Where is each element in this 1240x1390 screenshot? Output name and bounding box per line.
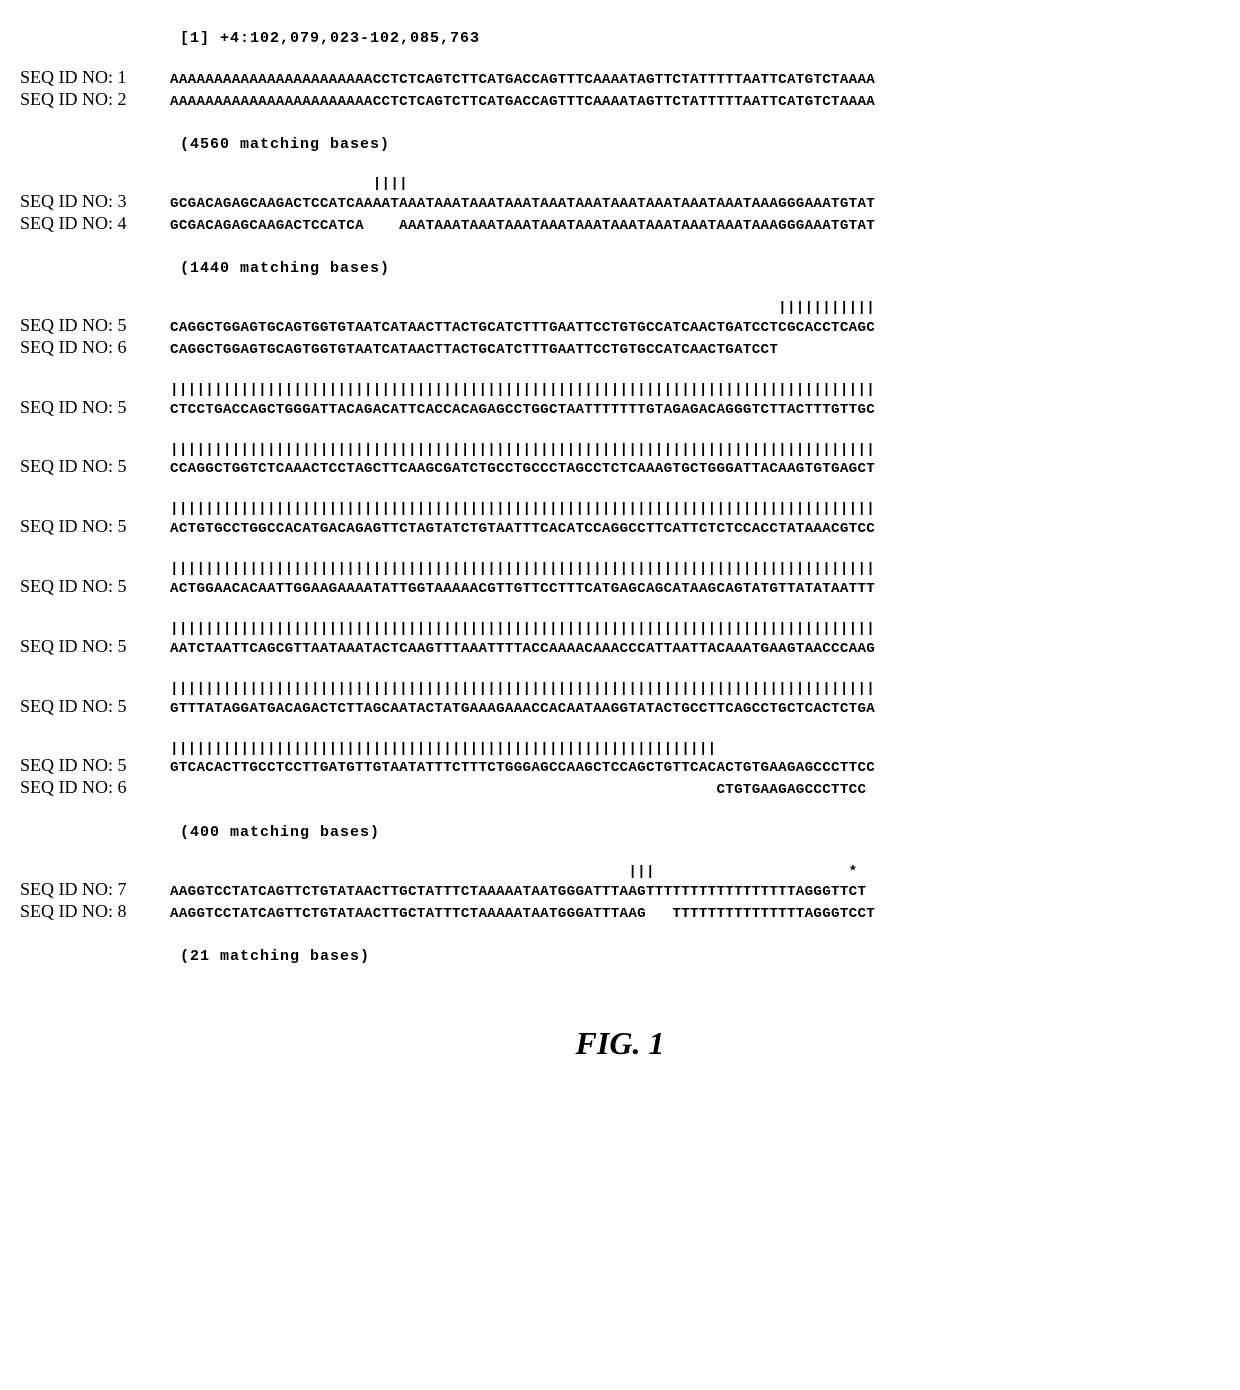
alignment-ticks: ||||||||||||||||||||||||||||||||||||||||… <box>170 563 1220 576</box>
sequence-label: SEQ ID NO: 5 <box>20 576 170 598</box>
matching-bases-note: (4560 matching bases) <box>180 136 1220 153</box>
matching-bases-note: (1440 matching bases) <box>180 260 1220 277</box>
sequence-row: SEQ ID NO: 1AAAAAAAAAAAAAAAAAAAAAAACCTCT… <box>20 67 1220 89</box>
sequence-row: SEQ ID NO: 8AAGGTCCTATCAGTTCTGTATAACTTGC… <box>20 901 1220 923</box>
sequence-label: SEQ ID NO: 1 <box>20 67 170 89</box>
sequence-text: GTTTATAGGATGACAGACTCTTAGCAATACTATGAAAGAA… <box>170 701 875 718</box>
sequence-row: SEQ ID NO: 6 CTGTGAAGAGCCCTTCC <box>20 777 1220 799</box>
sequence-row: SEQ ID NO: 5AATCTAATTCAGCGTTAATAAATACTCA… <box>20 636 1220 658</box>
alignment-ticks: ||| * <box>170 866 1220 879</box>
sequence-label: SEQ ID NO: 2 <box>20 89 170 111</box>
sequence-text: AATCTAATTCAGCGTTAATAAATACTCAAGTTTAAATTTT… <box>170 641 875 658</box>
alignment-block: |||||||||||SEQ ID NO: 5CAGGCTGGAGTGCAGTG… <box>20 302 1220 359</box>
sequence-row: SEQ ID NO: 3GCGACAGAGCAAGACTCCATCAAAATAA… <box>20 191 1220 213</box>
alignment-block: ||||SEQ ID NO: 3GCGACAGAGCAAGACTCCATCAAA… <box>20 178 1220 235</box>
figure-caption: FIG. 1 <box>20 1025 1220 1062</box>
sequence-label: SEQ ID NO: 5 <box>20 516 170 538</box>
alignment-block: ||||||||||||||||||||||||||||||||||||||||… <box>20 384 1220 419</box>
alignment-block: ||||||||||||||||||||||||||||||||||||||||… <box>20 444 1220 479</box>
sequence-label: SEQ ID NO: 5 <box>20 397 170 419</box>
sequence-text: AAAAAAAAAAAAAAAAAAAAAAACCTCTCAGTCTTCATGA… <box>170 94 875 111</box>
alignment-block: ||||||||||||||||||||||||||||||||||||||||… <box>20 743 1220 800</box>
sequence-text: AAAAAAAAAAAAAAAAAAAAAAACCTCTCAGTCTTCATGA… <box>170 72 875 89</box>
sequence-text: CTGTGAAGAGCCCTTCC <box>170 782 866 799</box>
alignment-ticks: ||||||||||||||||||||||||||||||||||||||||… <box>170 384 1220 397</box>
alignment-block: ||||||||||||||||||||||||||||||||||||||||… <box>20 563 1220 598</box>
sequence-text: CTCCTGACCAGCTGGGATTACAGACATTCACCACAGAGCC… <box>170 402 875 419</box>
sequence-row: SEQ ID NO: 5ACTGGAACACAATTGGAAGAAAATATTG… <box>20 576 1220 598</box>
sequence-row: SEQ ID NO: 5CCAGGCTGGTCTCAAACTCCTAGCTTCA… <box>20 456 1220 478</box>
sequence-row: SEQ ID NO: 5CTCCTGACCAGCTGGGATTACAGACATT… <box>20 397 1220 419</box>
sequence-label: SEQ ID NO: 4 <box>20 213 170 235</box>
alignment-ticks: ||||||||||||||||||||||||||||||||||||||||… <box>170 743 1220 756</box>
alignment-container: SEQ ID NO: 1AAAAAAAAAAAAAAAAAAAAAAACCTCT… <box>20 67 1220 965</box>
sequence-label: SEQ ID NO: 5 <box>20 755 170 777</box>
matching-bases-note: (400 matching bases) <box>180 824 1220 841</box>
sequence-text: CAGGCTGGAGTGCAGTGGTGTAATCATAACTTACTGCATC… <box>170 342 778 359</box>
sequence-row: SEQ ID NO: 4GCGACAGAGCAAGACTCCATCA AAATA… <box>20 213 1220 235</box>
sequence-label: SEQ ID NO: 5 <box>20 315 170 337</box>
alignment-header: [1] +4:102,079,023-102,085,763 <box>180 30 1220 47</box>
sequence-text: GTCACACTTGCCTCCTTGATGTTGTAATATTTCTTTCTGG… <box>170 760 875 777</box>
alignment-ticks: ||||||||||| <box>170 302 1220 315</box>
sequence-text: GCGACAGAGCAAGACTCCATCA AAATAAATAAATAAATA… <box>170 218 875 235</box>
alignment-ticks: ||||||||||||||||||||||||||||||||||||||||… <box>170 623 1220 636</box>
sequence-label: SEQ ID NO: 7 <box>20 879 170 901</box>
sequence-row: SEQ ID NO: 7AAGGTCCTATCAGTTCTGTATAACTTGC… <box>20 879 1220 901</box>
alignment-block: ||| *SEQ ID NO: 7AAGGTCCTATCAGTTCTGTATAA… <box>20 866 1220 923</box>
sequence-text: AAGGTCCTATCAGTTCTGTATAACTTGCTATTTCTAAAAA… <box>170 906 875 923</box>
matching-bases-note: (21 matching bases) <box>180 948 1220 965</box>
sequence-row: SEQ ID NO: 5CAGGCTGGAGTGCAGTGGTGTAATCATA… <box>20 315 1220 337</box>
sequence-label: SEQ ID NO: 5 <box>20 636 170 658</box>
sequence-label: SEQ ID NO: 5 <box>20 696 170 718</box>
sequence-label: SEQ ID NO: 3 <box>20 191 170 213</box>
sequence-text: AAGGTCCTATCAGTTCTGTATAACTTGCTATTTCTAAAAA… <box>170 884 866 901</box>
alignment-block: ||||||||||||||||||||||||||||||||||||||||… <box>20 683 1220 718</box>
sequence-text: GCGACAGAGCAAGACTCCATCAAAATAAATAAATAAATAA… <box>170 196 875 213</box>
sequence-text: CCAGGCTGGTCTCAAACTCCTAGCTTCAAGCGATCTGCCT… <box>170 461 875 478</box>
sequence-row: SEQ ID NO: 5GTTTATAGGATGACAGACTCTTAGCAAT… <box>20 696 1220 718</box>
alignment-block: ||||||||||||||||||||||||||||||||||||||||… <box>20 623 1220 658</box>
sequence-text: CAGGCTGGAGTGCAGTGGTGTAATCATAACTTACTGCATC… <box>170 320 875 337</box>
alignment-ticks: ||||||||||||||||||||||||||||||||||||||||… <box>170 444 1220 457</box>
alignment-block: ||||||||||||||||||||||||||||||||||||||||… <box>20 503 1220 538</box>
alignment-ticks: ||||||||||||||||||||||||||||||||||||||||… <box>170 503 1220 516</box>
sequence-row: SEQ ID NO: 2AAAAAAAAAAAAAAAAAAAAAAACCTCT… <box>20 89 1220 111</box>
alignment-ticks: |||| <box>170 178 1220 191</box>
sequence-row: SEQ ID NO: 5ACTGTGCCTGGCCACATGACAGAGTTCT… <box>20 516 1220 538</box>
sequence-label: SEQ ID NO: 6 <box>20 337 170 359</box>
sequence-label: SEQ ID NO: 8 <box>20 901 170 923</box>
sequence-row: SEQ ID NO: 5GTCACACTTGCCTCCTTGATGTTGTAAT… <box>20 755 1220 777</box>
sequence-label: SEQ ID NO: 5 <box>20 456 170 478</box>
alignment-block: SEQ ID NO: 1AAAAAAAAAAAAAAAAAAAAAAACCTCT… <box>20 67 1220 111</box>
sequence-text: ACTGTGCCTGGCCACATGACAGAGTTCTAGTATCTGTAAT… <box>170 521 875 538</box>
alignment-ticks: ||||||||||||||||||||||||||||||||||||||||… <box>170 683 1220 696</box>
sequence-label: SEQ ID NO: 6 <box>20 777 170 799</box>
sequence-row: SEQ ID NO: 6CAGGCTGGAGTGCAGTGGTGTAATCATA… <box>20 337 1220 359</box>
sequence-text: ACTGGAACACAATTGGAAGAAAATATTGGTAAAAACGTTG… <box>170 581 875 598</box>
